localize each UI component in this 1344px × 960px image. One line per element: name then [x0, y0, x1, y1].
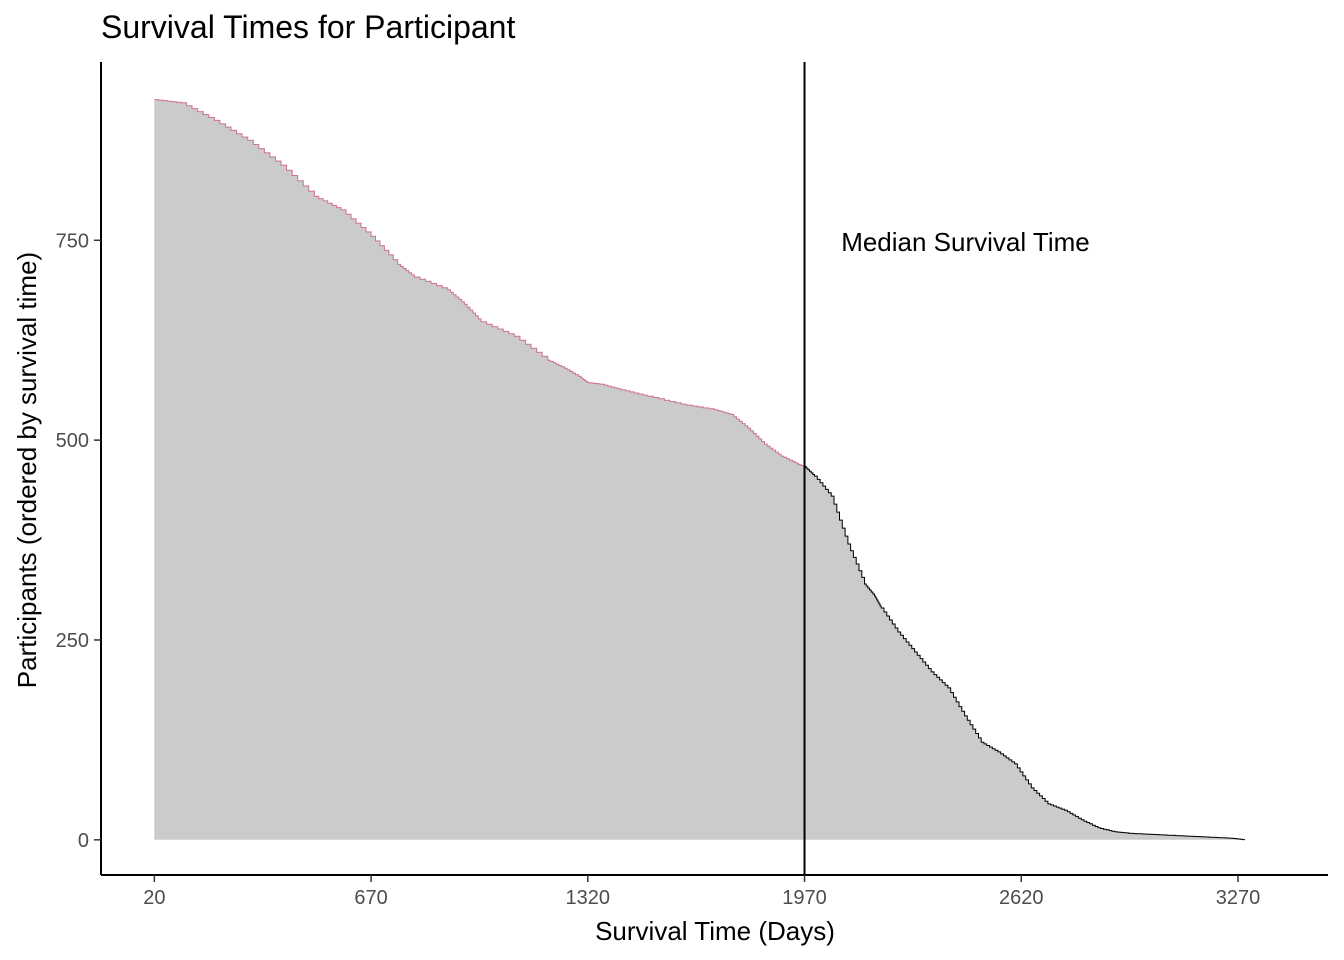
x-tick-label: 20: [143, 887, 165, 909]
survival-area: [154, 99, 1245, 840]
y-axis-title: Participants (ordered by survival time): [12, 252, 42, 688]
x-axis-title: Survival Time (Days): [595, 916, 835, 946]
y-tick-label: 0: [78, 830, 89, 852]
y-tick-label: 750: [56, 230, 89, 252]
x-axis-ticks: 20 670 1320 1970 2620 3270: [143, 875, 1260, 909]
y-axis-ticks: 0 250 500 750: [56, 230, 101, 852]
y-tick-label: 500: [56, 430, 89, 452]
x-tick-label: 1970: [782, 887, 827, 909]
y-tick-label: 250: [56, 630, 89, 652]
x-tick-label: 2620: [999, 887, 1044, 909]
median-survival-label: Median Survival Time: [841, 227, 1090, 257]
x-tick-label: 670: [354, 887, 387, 909]
x-tick-label: 1320: [566, 887, 611, 909]
x-tick-label: 3270: [1216, 887, 1261, 909]
chart-title: Survival Times for Participant: [101, 9, 515, 45]
survival-edge-early: [154, 99, 805, 467]
survival-edge-late: [804, 466, 1246, 841]
